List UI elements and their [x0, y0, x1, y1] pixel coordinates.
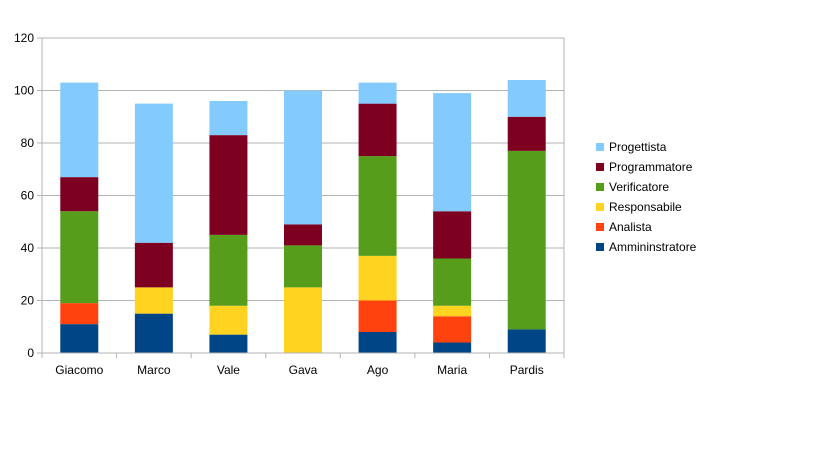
bar-segment-ammininstratore-pardis [507, 329, 546, 353]
y-tick-label: 120 [14, 31, 34, 45]
y-tick-label: 20 [21, 294, 35, 308]
bar-segment-programmatore-ago [358, 103, 397, 157]
bar-segment-ammininstratore-vale [209, 334, 248, 353]
x-tick-label: Marco [137, 363, 171, 377]
legend-label: Programmatore [609, 160, 693, 174]
bar-segment-analista-ago [358, 300, 397, 332]
bar-segment-analista-maria [433, 316, 472, 343]
legend: Progettista Programmatore Verificatore Resp… [596, 140, 697, 254]
legend-swatch [596, 163, 604, 171]
bar-segment-progettista-vale [209, 101, 248, 136]
bar-segment-responsabile-ago [358, 255, 397, 301]
bar-segment-progettista-marco [134, 103, 173, 243]
x-tick-label: Gava [289, 363, 318, 377]
bar-segment-programmatore-giacomo [60, 177, 99, 212]
bar-segment-verificatore-ago [358, 156, 397, 256]
bars [60, 80, 546, 353]
bar-segment-progettista-giacomo [60, 82, 99, 178]
bar-segment-progettista-gava [284, 90, 322, 225]
bar-segment-responsabile-vale [209, 305, 248, 335]
bar-segment-programmatore-marco [134, 242, 173, 288]
x-tick-label: Ago [367, 363, 389, 377]
bar-segment-responsabile-gava [284, 287, 322, 353]
legend-swatch [596, 243, 604, 251]
bar-segment-verificatore-pardis [507, 150, 546, 330]
legend-label: Responsabile [609, 200, 682, 214]
bar-segment-programmatore-pardis [507, 116, 546, 151]
y-tick-label: 100 [14, 84, 34, 98]
bar-segment-programmatore-vale [209, 135, 248, 235]
y-tick-label: 40 [21, 241, 35, 255]
x-tick-label: Giacomo [55, 363, 103, 377]
y-tick-label: 80 [21, 136, 35, 150]
bar-segment-progettista-ago [358, 82, 397, 104]
bar-segment-verificatore-vale [209, 234, 248, 306]
bar-segment-ammininstratore-ago [358, 332, 397, 353]
bar-segment-responsabile-marco [134, 287, 173, 314]
y-tick-label: 0 [27, 346, 34, 360]
bar-segment-ammininstratore-maria [433, 342, 472, 353]
legend-swatch [596, 143, 604, 151]
bar-segment-programmatore-gava [284, 224, 322, 246]
legend-label: Verificatore [609, 180, 669, 194]
axes: 0 20 40 60 80 100 120 Giacomo Marco Vale Gava Ago Ma… [14, 31, 565, 377]
legend-swatch [596, 223, 604, 231]
bar-segment-progettista-maria [433, 93, 472, 212]
x-tick-label: Pardis [510, 363, 544, 377]
bar-segment-responsabile-maria [433, 305, 472, 317]
legend-label: Analista [609, 220, 652, 234]
legend-label: Progettista [609, 140, 667, 154]
bar-segment-verificatore-gava [284, 245, 322, 288]
bar-segment-programmatore-maria [433, 211, 472, 259]
legend-swatch [596, 203, 604, 211]
legend-swatch [596, 183, 604, 191]
x-tick-label: Vale [217, 363, 240, 377]
legend-label: Ammininstratore [609, 240, 697, 254]
bar-segment-verificatore-giacomo [60, 211, 99, 304]
bar-segment-analista-giacomo [60, 303, 99, 325]
x-tick-label: Maria [437, 363, 467, 377]
bar-segment-ammininstratore-marco [134, 313, 173, 353]
bar-segment-progettista-pardis [507, 80, 546, 117]
bar-segment-ammininstratore-giacomo [60, 324, 99, 353]
bar-segment-verificatore-maria [433, 258, 472, 306]
y-tick-label: 60 [21, 189, 35, 203]
